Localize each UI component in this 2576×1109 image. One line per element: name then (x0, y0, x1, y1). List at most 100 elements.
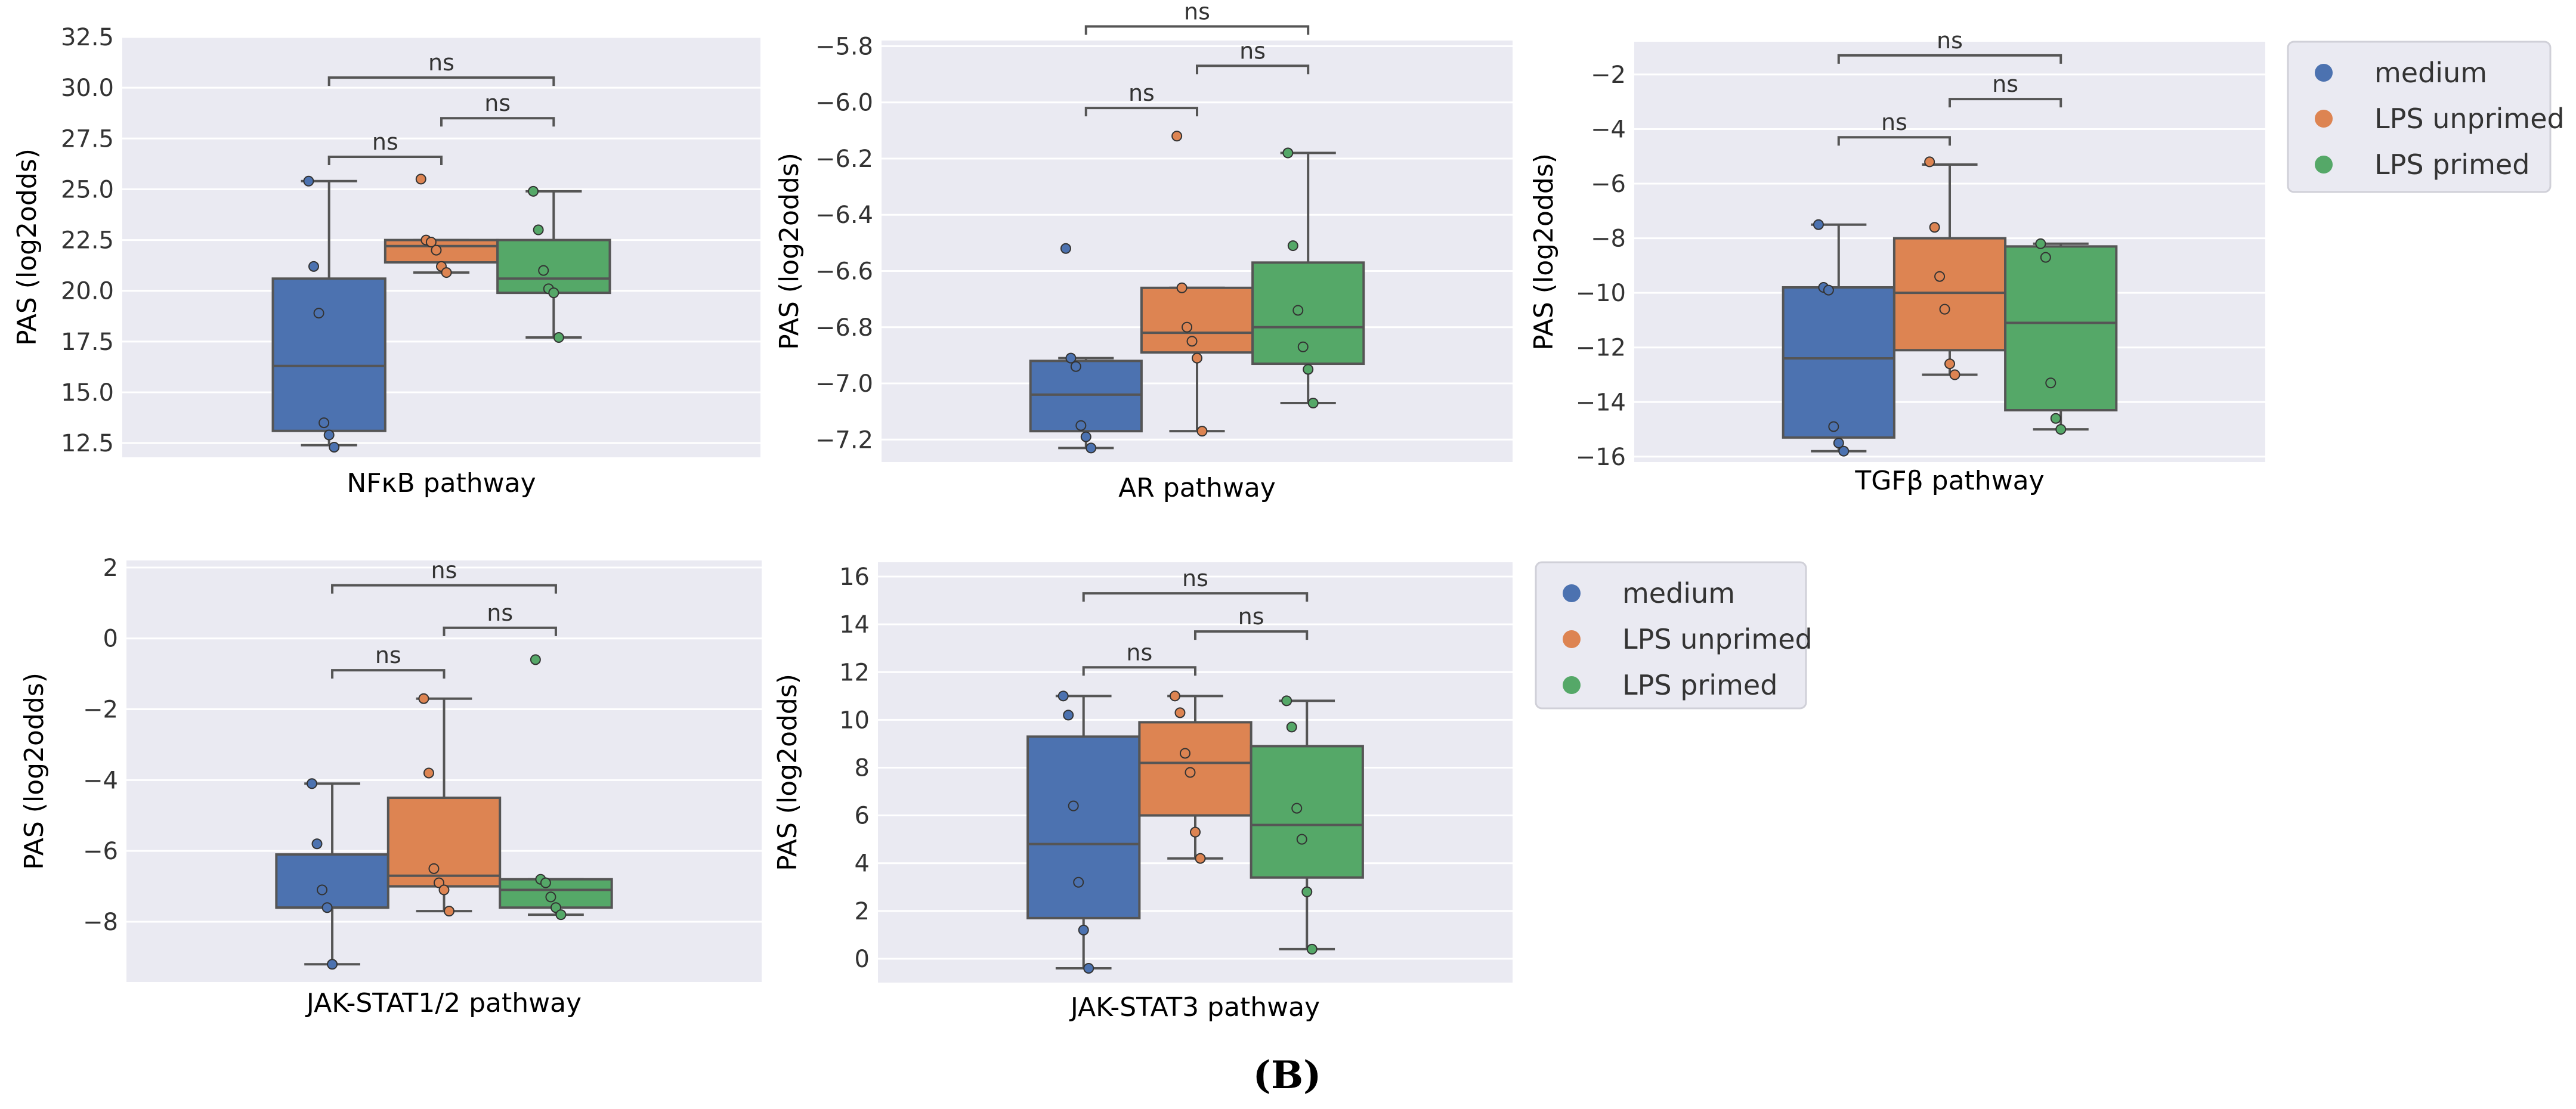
significance-bracket (1194, 630, 1309, 640)
y-axis-label: PAS (log2odds) (12, 148, 42, 346)
significance-bracket (331, 584, 557, 594)
data-point (1934, 271, 1946, 282)
legend-marker (2315, 156, 2333, 174)
y-tick-label: 0 (103, 625, 118, 653)
data-point (1190, 826, 1201, 838)
legend-label: LPS primed (1622, 669, 1777, 701)
data-point (1929, 222, 1940, 233)
y-tick-label: −2 (83, 696, 118, 724)
x-axis-label: NFκB pathway (347, 468, 536, 498)
data-point (1287, 240, 1298, 252)
box (271, 277, 386, 432)
data-point (1080, 431, 1091, 442)
data-point (308, 261, 319, 272)
data-point (415, 174, 426, 185)
x-axis-label: TGFβ pathway (1854, 466, 2044, 496)
legend-label: LPS unprimed (2374, 103, 2565, 135)
significance-bracket (1837, 54, 2062, 64)
significance-label: ns (1182, 565, 1208, 591)
y-tick-label: −16 (1576, 444, 1626, 471)
significance-label: ns (428, 49, 454, 76)
data-point (329, 441, 340, 453)
data-point (317, 884, 328, 896)
significance-bracket (1084, 107, 1198, 117)
data-point (550, 902, 561, 913)
legend: medium LPS unprimed LPS primed (2287, 41, 2565, 193)
y-tick-label: −14 (1576, 389, 1626, 416)
y-tick-label: −6.0 (815, 89, 873, 117)
data-point (1282, 147, 1294, 159)
data-point (444, 906, 455, 917)
y-tick-label: 14 (839, 611, 870, 639)
box (1782, 286, 1895, 439)
data-point (1296, 834, 1307, 845)
legend-label: medium (2374, 57, 2487, 89)
legend: medium LPS unprimed LPS primed (1535, 561, 1813, 710)
data-point (1083, 962, 1094, 974)
significance-bracket (1837, 136, 1951, 146)
data-point (441, 267, 452, 278)
data-point (528, 185, 539, 197)
y-tick-label: −6 (83, 838, 118, 865)
y-tick-label: −6.4 (815, 202, 873, 229)
y-tick-label: 30.0 (61, 75, 114, 102)
data-point (1939, 303, 1950, 315)
legend-label: medium (1622, 577, 1735, 609)
data-point (1176, 282, 1188, 293)
box (1138, 721, 1253, 817)
y-tick-label: −2 (1591, 61, 1626, 89)
legend-marker (1563, 584, 1581, 602)
y-tick-label: 22.5 (61, 227, 114, 255)
data-point (313, 308, 324, 319)
y-tick-label: 17.5 (61, 329, 114, 356)
data-point (1068, 800, 1079, 811)
chart-panel: −16 −14 −12 −10 −8 −6 −4 −2 ns ns ns TGFβ pathway PA… (1529, 27, 2265, 496)
chart-panel: −7.2 −7.0 −6.8 −6.6 −6.4 −6.2 −6.0 −5.8 ns ns ns AR… (774, 0, 1513, 503)
data-point (1303, 364, 1314, 375)
legend-label: LPS unprimed (1622, 623, 1813, 655)
data-point (321, 902, 333, 913)
panel-label: (B) (1253, 1053, 1322, 1098)
data-point (1073, 876, 1084, 888)
data-point (1063, 710, 1074, 721)
data-point (1086, 442, 1097, 454)
y-tick-label: 0 (855, 946, 870, 973)
significance-label: ns (1128, 80, 1155, 106)
significance-label: ns (1992, 71, 2018, 97)
significance-bracket (1196, 64, 1310, 75)
y-axis-label: PAS (log2odds) (772, 674, 803, 871)
data-point (428, 863, 440, 874)
data-point (1301, 886, 1313, 897)
significance-bracket (1082, 666, 1196, 676)
data-point (1949, 369, 1960, 380)
data-point (1838, 445, 1850, 457)
significance-label: ns (372, 129, 398, 155)
x-axis-label: JAK-STAT1/2 pathway (305, 988, 582, 1018)
y-tick-label: 32.5 (61, 24, 114, 51)
legend-label: LPS primed (2374, 148, 2529, 181)
y-tick-label: 25.0 (61, 176, 114, 203)
y-tick-label: 12.5 (61, 430, 114, 457)
data-point (548, 287, 559, 299)
significance-label: ns (1937, 27, 1963, 54)
y-tick-label: 27.5 (61, 125, 114, 153)
data-point (1286, 721, 1297, 733)
significance-label: ns (1238, 603, 1264, 630)
data-point (530, 654, 541, 665)
data-point (303, 175, 314, 187)
y-tick-label: −8 (1591, 225, 1626, 253)
data-point (323, 429, 335, 441)
data-point (1065, 352, 1077, 364)
significance-label: ns (1881, 109, 1907, 135)
data-point (327, 959, 338, 970)
box (275, 853, 389, 909)
y-tick-label: 6 (855, 803, 870, 830)
data-point (418, 693, 429, 704)
data-point (533, 224, 544, 236)
y-tick-label: −6 (1591, 171, 1626, 198)
y-tick-label: 20.0 (61, 278, 114, 305)
data-point (1174, 707, 1186, 718)
data-point (1070, 361, 1081, 372)
data-point (1307, 398, 1319, 409)
data-point (1075, 420, 1087, 431)
